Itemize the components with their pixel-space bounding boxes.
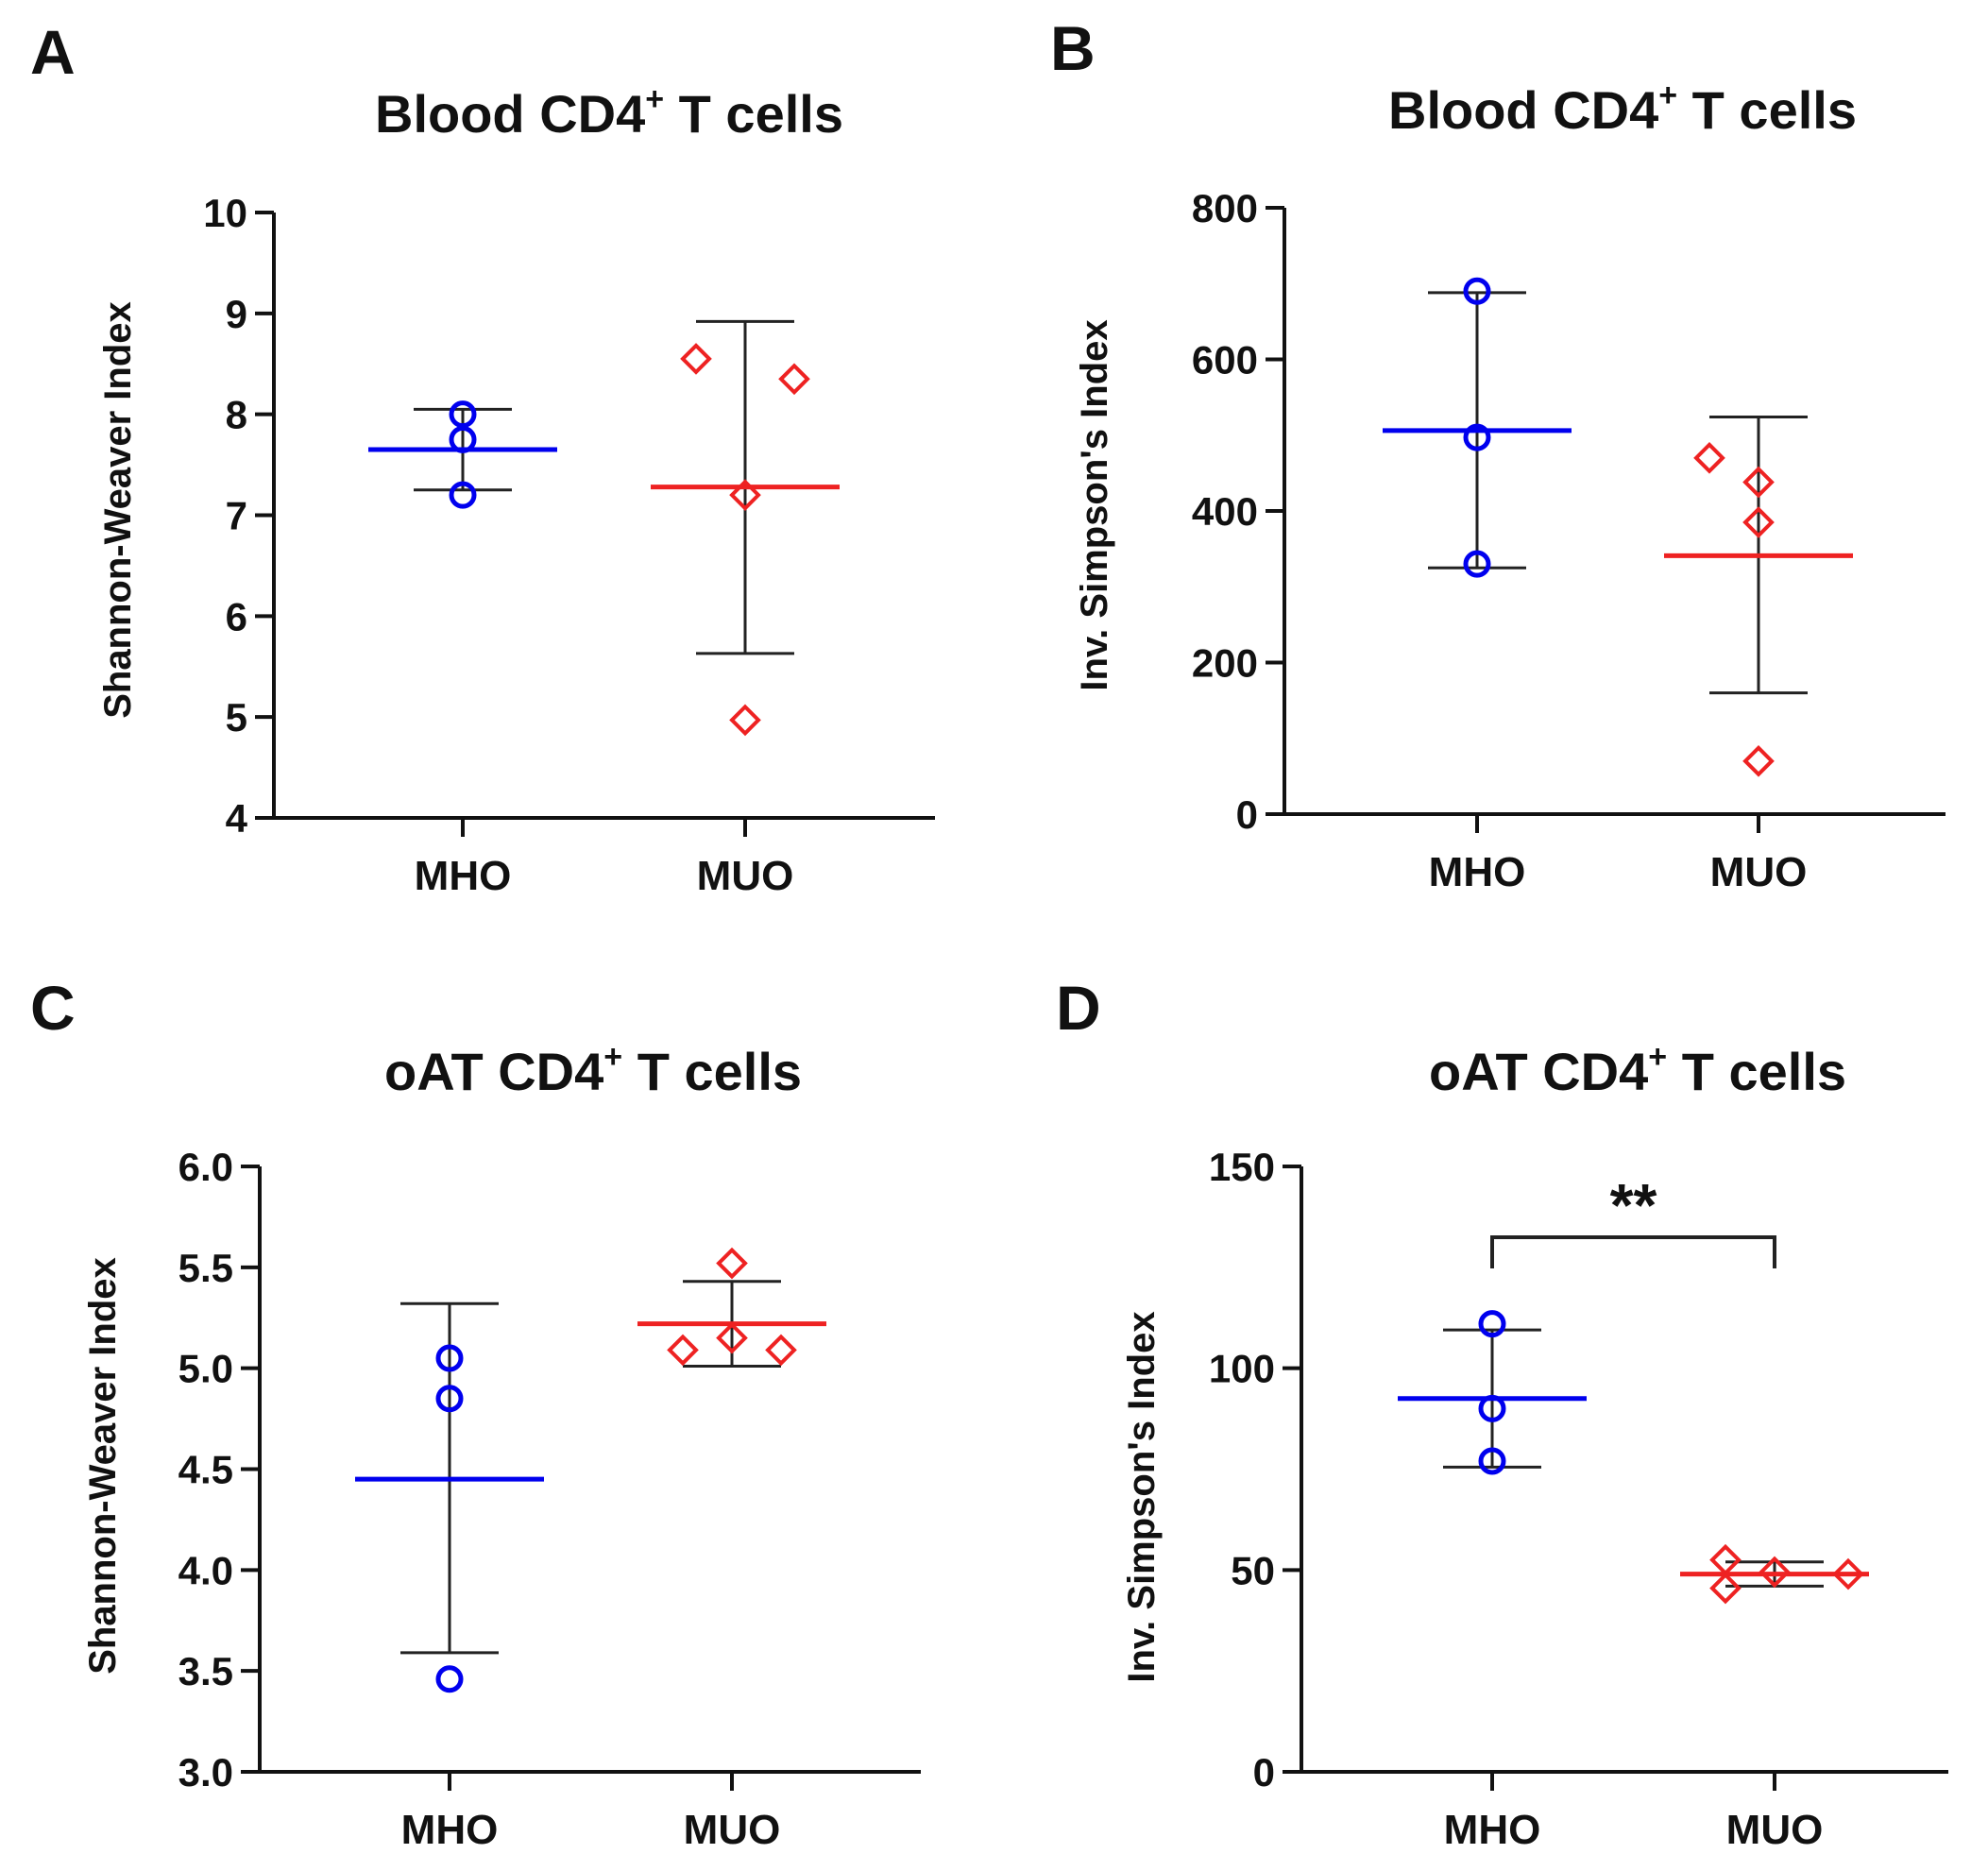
plot-area: 0 200 400 600 800 MHO MUO [1192, 186, 1946, 895]
data-point [716, 1247, 748, 1280]
title-suffix: T cells [1677, 80, 1857, 140]
data-point [1463, 277, 1491, 305]
plot-area: 3.0 3.5 4.0 4.5 5.0 5.5 6.0 MHO MUO [178, 1145, 921, 1853]
y-tick-label: 0 [1236, 792, 1258, 837]
chart-title: Blood CD4+ T cells [375, 81, 843, 144]
data-point [1742, 744, 1775, 777]
y-tick-label: 200 [1192, 641, 1258, 686]
y-tick-label: 400 [1192, 489, 1258, 534]
y-axis-label: Inv. Simpson's Index [1074, 319, 1115, 690]
data-point [1478, 1447, 1506, 1475]
y-tick-label: 0 [1253, 1750, 1275, 1794]
data-point [765, 1334, 797, 1367]
panel-letter: B [1050, 13, 1096, 83]
data-point [435, 1665, 464, 1693]
y-tick-label: 800 [1192, 186, 1258, 230]
plot-area: 0 50 100 150 MHO MUO ** [1209, 1145, 1948, 1853]
chart-title: Blood CD4+ T cells [1388, 77, 1857, 140]
y-tick-label: 3.5 [178, 1649, 233, 1693]
y-axis-label: Shannon-Weaver Index [97, 301, 139, 719]
data-point [449, 400, 477, 429]
data-point [1693, 441, 1725, 474]
panel-letter: C [30, 973, 76, 1043]
chart-title: oAT CD4+ T cells [1429, 1039, 1846, 1101]
title-suffix: T cells [622, 1042, 802, 1101]
title-main: oAT CD4 [384, 1042, 603, 1101]
y-tick-label: 50 [1231, 1548, 1275, 1592]
data-point [1463, 423, 1491, 451]
y-tick-label: 4 [226, 796, 248, 841]
panel-d: D oAT CD4+ T cells Inv. Simpson's Index … [1056, 973, 1948, 1853]
y-tick-label: 5.0 [178, 1347, 233, 1391]
panel-c: C oAT CD4+ T cells Shannon-Weaver Index … [30, 973, 921, 1853]
data-point [1759, 1556, 1791, 1589]
y-tick-label: 4.0 [178, 1548, 233, 1592]
x-tick-label: MUO [684, 1807, 781, 1853]
x-tick-label: MUO [1710, 849, 1808, 895]
panel-a: A Blood CD4+ T cells Shannon-Weaver Inde… [30, 17, 935, 899]
y-tick-label: 5 [226, 695, 247, 740]
significance-bracket [1490, 1235, 1776, 1268]
data-point [716, 1321, 748, 1354]
x-tick-label: MHO [415, 853, 512, 899]
data-point [449, 481, 477, 509]
data-point [729, 479, 761, 511]
title-suffix: T cells [1667, 1042, 1846, 1101]
y-tick-label: 4.5 [178, 1448, 233, 1492]
y-tick-label: 6 [226, 594, 247, 638]
data-point [1742, 466, 1775, 499]
data-point [435, 1344, 464, 1372]
y-tick-label: 8 [226, 393, 247, 437]
data-point [435, 1385, 464, 1413]
y-axis-label: Inv. Simpson's Index [1121, 1311, 1163, 1682]
y-tick-label: 6.0 [178, 1145, 233, 1189]
data-point [1709, 1543, 1742, 1576]
data-point [1832, 1557, 1864, 1590]
chart-title: oAT CD4+ T cells [384, 1039, 802, 1101]
title-main: Blood CD4 [1388, 80, 1658, 140]
data-point [1478, 1310, 1506, 1338]
data-point [778, 363, 810, 396]
title-superscript: + [603, 1039, 622, 1075]
plot-area: 4 5 6 7 8 9 10 MHO MUO [203, 191, 935, 899]
data-point [1463, 550, 1491, 578]
title-main: oAT CD4 [1429, 1042, 1648, 1101]
data-point [449, 425, 477, 453]
title-superscript: + [1648, 1039, 1667, 1075]
panel-b: B Blood CD4+ T cells Inv. Simpson's Inde… [1050, 13, 1946, 895]
x-tick-label: MHO [1429, 849, 1526, 895]
title-main: Blood CD4 [375, 84, 645, 144]
y-tick-label: 10 [203, 191, 247, 235]
x-tick-label: MUO [697, 853, 794, 899]
title-suffix: T cells [664, 84, 843, 144]
y-tick-label: 150 [1209, 1145, 1275, 1189]
data-point [667, 1334, 699, 1367]
y-tick-label: 600 [1192, 338, 1258, 383]
x-tick-label: MHO [1444, 1807, 1541, 1853]
data-point [1742, 506, 1775, 538]
title-superscript: + [645, 81, 664, 117]
panel-letter: A [30, 17, 76, 87]
y-tick-label: 7 [226, 494, 247, 538]
panel-letter: D [1056, 973, 1101, 1043]
significance-label: ** [1610, 1171, 1657, 1239]
data-point [680, 343, 712, 375]
data-point [1478, 1394, 1506, 1422]
data-point [729, 704, 761, 737]
data-point [1709, 1572, 1742, 1605]
y-tick-label: 9 [226, 292, 247, 336]
title-superscript: + [1658, 77, 1677, 113]
y-tick-label: 5.5 [178, 1246, 233, 1290]
y-axis-label: Shannon-Weaver Index [82, 1257, 124, 1675]
x-tick-label: MHO [401, 1807, 499, 1853]
y-tick-label: 3.0 [178, 1750, 233, 1794]
x-tick-label: MUO [1726, 1807, 1824, 1853]
y-tick-label: 100 [1209, 1347, 1275, 1391]
